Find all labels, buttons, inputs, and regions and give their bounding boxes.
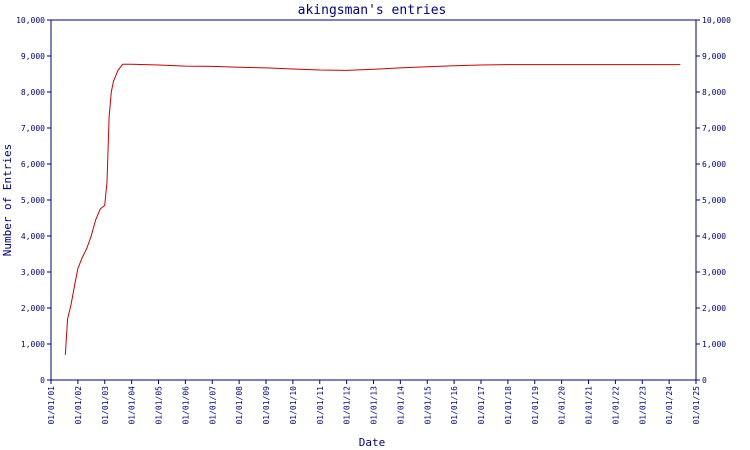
x-tick-label: 01/01/07 <box>208 386 217 425</box>
x-tick-label: 01/01/03 <box>101 386 110 425</box>
x-tick-label: 01/01/10 <box>289 386 298 425</box>
y-tick-label-right: 5,000 <box>702 196 726 205</box>
axis-ticks: 0 0 1,000 1,000 2,000 2,000 3,000 3,000 4,000 4,0… <box>16 16 731 425</box>
x-tick-label: 01/01/22 <box>611 386 620 425</box>
y-tick-label-left: 0 <box>40 376 45 385</box>
x-tick-label: 01/01/18 <box>504 386 513 425</box>
y-tick-label-left: 10,000 <box>16 16 45 25</box>
x-tick-label: 01/01/08 <box>235 386 244 425</box>
x-tick-label: 01/01/17 <box>477 386 486 425</box>
chart-title: akingsman's entries <box>298 3 447 18</box>
x-tick-label: 01/01/06 <box>181 386 190 425</box>
y-tick-label-left: 1,000 <box>21 340 45 349</box>
y-tick-label-right: 1,000 <box>702 340 726 349</box>
y-tick-label-right: 9,000 <box>702 52 726 61</box>
y-tick-label-right: 3,000 <box>702 268 726 277</box>
x-tick-label: 01/01/16 <box>450 386 459 425</box>
y-tick-label-right: 4,000 <box>702 232 726 241</box>
x-tick-label: 01/01/15 <box>423 386 432 425</box>
x-tick-label: 01/01/23 <box>638 386 647 425</box>
y-tick-label-right: 0 <box>702 376 707 385</box>
x-tick-label: 01/01/12 <box>343 386 352 425</box>
x-tick-label: 01/01/25 <box>692 386 701 425</box>
x-axis-label: Date <box>359 436 386 449</box>
x-tick-label: 01/01/13 <box>370 386 379 425</box>
x-tick-label: 01/01/02 <box>74 386 83 425</box>
y-axis-label: Number of Entries <box>1 144 14 257</box>
series-line-0 <box>64 63 681 355</box>
y-tick-label-left: 6,000 <box>21 160 45 169</box>
x-tick-label: 01/01/21 <box>585 386 594 425</box>
y-tick-label-left: 7,000 <box>21 124 45 133</box>
y-tick-label-right: 7,000 <box>702 124 726 133</box>
y-tick-label-left: 4,000 <box>21 232 45 241</box>
y-tick-label-right: 2,000 <box>702 304 726 313</box>
x-tick-label: 01/01/04 <box>128 386 137 425</box>
y-tick-label-left: 2,000 <box>21 304 45 313</box>
x-tick-label: 01/01/19 <box>531 386 540 425</box>
y-tick-label-right: 10,000 <box>702 16 731 25</box>
x-tick-label: 01/01/11 <box>316 386 325 425</box>
x-tick-label: 01/01/24 <box>665 386 674 425</box>
x-tick-label: 01/01/05 <box>155 386 164 425</box>
x-tick-label: 01/01/09 <box>262 386 271 425</box>
y-tick-label-left: 3,000 <box>21 268 45 277</box>
y-tick-label-right: 6,000 <box>702 160 726 169</box>
y-tick-label-right: 8,000 <box>702 88 726 97</box>
y-tick-label-left: 9,000 <box>21 52 45 61</box>
axes <box>50 19 697 381</box>
series-group <box>64 63 681 355</box>
x-tick-label: 01/01/20 <box>558 386 567 425</box>
y-tick-label-left: 5,000 <box>21 196 45 205</box>
x-tick-label: 01/01/14 <box>396 386 405 425</box>
x-tick-label: 01/01/01 <box>47 386 56 425</box>
y-tick-label-left: 8,000 <box>21 88 45 97</box>
